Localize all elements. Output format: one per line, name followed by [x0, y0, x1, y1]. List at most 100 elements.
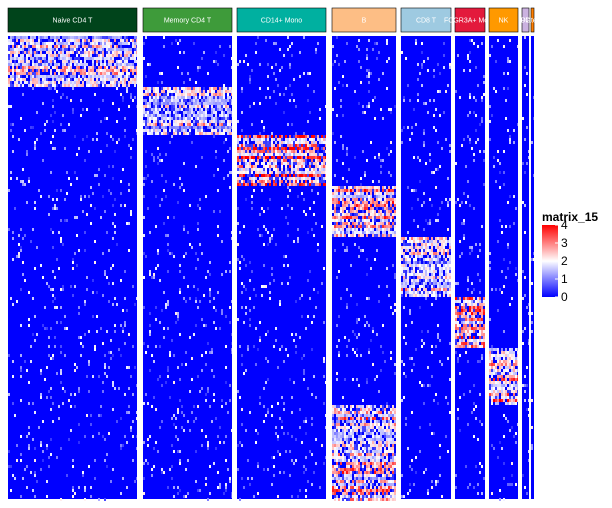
heatmap-cell [338, 219, 340, 222]
heatmap-cell [62, 63, 64, 66]
heatmap-cell [390, 219, 392, 222]
heatmap-cell [261, 162, 263, 165]
heatmap-cell [265, 285, 267, 288]
heatmap-cell [189, 87, 191, 90]
heatmap-cell [364, 186, 366, 189]
heatmap-cell [449, 378, 451, 381]
heatmap-cell [118, 36, 120, 39]
heatmap-cell [209, 123, 211, 126]
heatmap-cell [90, 48, 92, 51]
heatmap-cell [524, 384, 526, 387]
heatmap-cell [356, 189, 358, 192]
heatmap-cell [463, 336, 465, 339]
heatmap-cell [374, 192, 376, 195]
heatmap-cell [114, 36, 116, 39]
heatmap-cell [165, 87, 167, 90]
heatmap-cell [149, 231, 151, 234]
heatmap-cell [325, 156, 326, 159]
heatmap-cell [213, 108, 215, 111]
heatmap-cell [259, 168, 261, 171]
heatmap-cell [459, 255, 461, 258]
heatmap-cell [215, 126, 217, 129]
heatmap-cell [273, 153, 275, 156]
heatmap-cell [195, 90, 197, 93]
heatmap-cell [36, 69, 38, 72]
heatmap-cell [82, 84, 84, 87]
heatmap-cell [273, 183, 275, 186]
heatmap-cell [197, 66, 199, 69]
heatmap-cell [483, 324, 485, 327]
heatmap-cell [336, 186, 338, 189]
heatmap-cell [285, 177, 287, 180]
heatmap-cell [289, 165, 291, 168]
heatmap-cell [374, 195, 376, 198]
heatmap-cell [143, 342, 145, 345]
heatmap-cell [303, 372, 305, 375]
heatmap-cell [72, 72, 74, 75]
heatmap-cell [269, 240, 271, 243]
heatmap-cell [372, 207, 374, 210]
heatmap-cell [34, 339, 36, 342]
heatmap-cell [36, 333, 38, 336]
heatmap-cell [467, 57, 469, 60]
heatmap-cell [54, 72, 56, 75]
heatmap-cell [163, 129, 165, 132]
heatmap-cell [145, 111, 147, 114]
heatmap-cell [479, 333, 481, 336]
heatmap-cell [435, 108, 437, 111]
heatmap-cell [336, 222, 338, 225]
heatmap-cell [364, 201, 366, 204]
heatmap-cell [151, 132, 153, 135]
heatmap-cell [257, 153, 259, 156]
heatmap-cell [291, 153, 293, 156]
heatmap-cell [352, 207, 354, 210]
heatmap-cell [405, 294, 407, 297]
heatmap-cell [211, 120, 213, 123]
heatmap-cell [489, 381, 491, 384]
heatmap-cell [88, 66, 90, 69]
cluster-annotation-fcgr3a-mono [454, 7, 486, 33]
heatmap-cell [267, 207, 269, 210]
heatmap-cell [56, 69, 58, 72]
heatmap-cell [513, 384, 515, 387]
heatmap-cell [187, 231, 189, 234]
heatmap-cell [14, 60, 16, 63]
heatmap-cell [98, 60, 100, 63]
heatmap-cell [82, 108, 84, 111]
heatmap-cell [405, 255, 407, 258]
heatmap-cell [513, 222, 515, 225]
heatmap-cell [197, 129, 199, 132]
heatmap-cell [455, 297, 457, 300]
heatmap-cell [368, 75, 370, 78]
heatmap-cell [80, 54, 82, 57]
heatmap-cell [303, 138, 305, 141]
heatmap-cell [52, 84, 54, 87]
heatmap-cell [247, 63, 249, 66]
heatmap-cell [108, 45, 110, 48]
heatmap-cell [372, 234, 374, 237]
heatmap-cell [455, 345, 457, 348]
heatmap-cell [360, 198, 362, 201]
heatmap-cell [134, 45, 136, 48]
heatmap-cell [321, 177, 323, 180]
heatmap-cell [303, 144, 305, 147]
heatmap-cell [295, 345, 297, 348]
heatmap-cell [423, 267, 425, 270]
heatmap-cell [394, 222, 396, 225]
heatmap-cell [114, 63, 116, 66]
heatmap-cell [104, 69, 106, 72]
heatmap-cell [386, 228, 388, 231]
heatmap-cell [68, 60, 70, 63]
heatmap-cell [370, 201, 372, 204]
heatmap-cell [423, 228, 425, 231]
heatmap-cell [283, 93, 285, 96]
heatmap-cell [522, 201, 524, 204]
heatmap-cell [467, 303, 469, 306]
heatmap-cell [90, 72, 92, 75]
heatmap-cell [483, 342, 485, 345]
heatmap-cell [342, 147, 344, 150]
heatmap-cell [374, 96, 376, 99]
heatmap-cell [417, 252, 419, 255]
heatmap-cell [263, 156, 265, 159]
heatmap-cell [403, 99, 405, 102]
